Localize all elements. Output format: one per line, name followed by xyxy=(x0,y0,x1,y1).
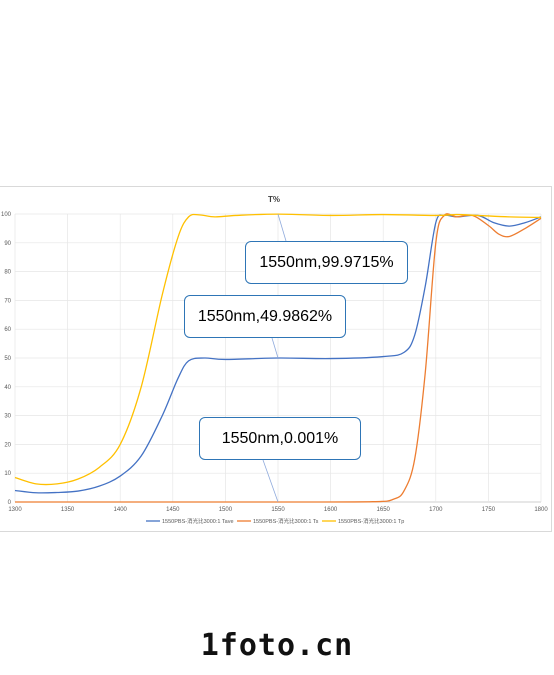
x-tick-label: 1400 xyxy=(114,507,128,513)
y-tick-label: 90 xyxy=(4,241,11,247)
callout-ts: 1550nm,0.001% xyxy=(199,417,361,460)
legend-label: 1550PBS-消光比3000:1 Tave xyxy=(162,517,234,525)
y-tick-label: 20 xyxy=(4,442,11,448)
x-tick-label: 1300 xyxy=(8,507,22,513)
leader-line-tp xyxy=(277,213,287,242)
leader-line-ts xyxy=(262,459,279,503)
y-tick-label: 50 xyxy=(4,356,11,362)
x-tick-label: 1500 xyxy=(219,507,233,513)
chart-title: T% xyxy=(268,195,280,204)
transmission-chart: T% 0 10 20 30 40 50 60 70 80 90 100 1300 1350 1400 145… xyxy=(1,195,548,525)
legend: 1550PBS-消光比3000:1 Tave 1550PBS-消光比3000:1 … xyxy=(146,517,404,525)
series-line-ts xyxy=(15,213,542,503)
callout-tp: 1550nm,99.9715% xyxy=(245,241,408,284)
x-tick-label: 1350 xyxy=(61,507,75,513)
x-tick-label: 1650 xyxy=(377,507,391,513)
y-tick-label: 100 xyxy=(1,212,12,218)
leader-line-tave xyxy=(271,337,279,359)
legend-label: 1550PBS-消光比3000:1 Tp xyxy=(338,517,404,525)
chart-frame: T% 0 10 20 30 40 50 60 70 80 90 100 1300 1350 1400 145… xyxy=(0,186,552,532)
y-tick-label: 30 xyxy=(4,414,11,420)
x-tick-label: 1700 xyxy=(429,507,443,513)
y-tick-label: 0 xyxy=(8,500,12,506)
y-tick-label: 60 xyxy=(4,327,11,333)
callout-tave-text: 1550nm,49.9862% xyxy=(197,307,333,325)
y-tick-label: 70 xyxy=(4,298,11,304)
series-line-tp xyxy=(14,213,542,486)
legend-label: 1550PBS-消光比3000:1 Ts xyxy=(253,517,319,525)
x-tick-label: 1600 xyxy=(324,507,338,513)
y-tick-label: 40 xyxy=(4,385,11,391)
callout-tave: 1550nm,49.9862% xyxy=(184,295,346,338)
x-tick-label: 1750 xyxy=(482,507,496,513)
x-tick-label: 1800 xyxy=(534,507,548,513)
x-tick-label: 1550 xyxy=(271,507,285,513)
callout-tp-text: 1550nm,99.9715% xyxy=(259,253,394,271)
y-tick-label: 10 xyxy=(4,471,11,477)
callout-ts-text: 1550nm,0.001% xyxy=(221,429,339,447)
watermark-text: 1foto.cn xyxy=(200,628,354,663)
callout-leaders xyxy=(262,213,287,503)
x-tick-label: 1450 xyxy=(166,507,180,513)
y-tick-label: 80 xyxy=(4,270,11,276)
series-layer xyxy=(14,213,542,503)
tick-layer: 0 10 20 30 40 50 60 70 80 90 100 1300 1350 1400 1450 15… xyxy=(1,212,548,513)
